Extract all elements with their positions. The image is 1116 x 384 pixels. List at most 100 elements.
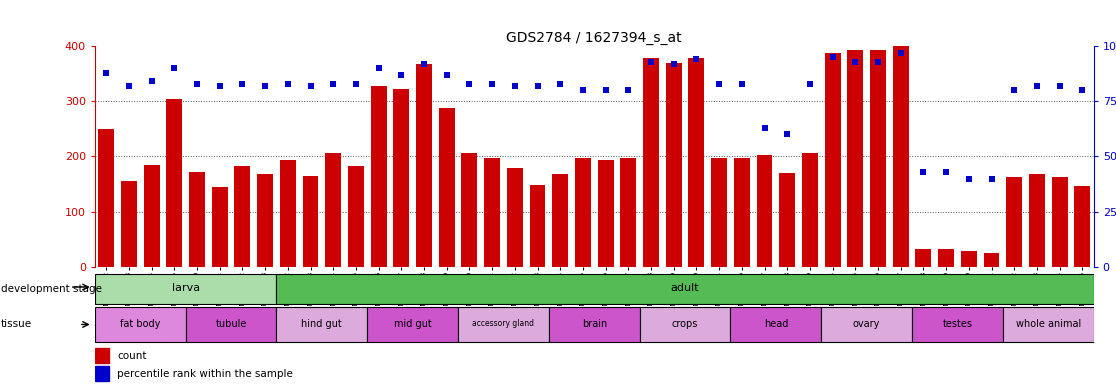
Bar — [598, 161, 614, 267]
Bar — [367, 307, 458, 342]
Point — [461, 81, 479, 87]
Point — [121, 83, 138, 89]
Title: GDS2784 / 1627394_s_at: GDS2784 / 1627394_s_at — [507, 31, 682, 45]
Point — [597, 87, 615, 93]
Point — [846, 58, 864, 65]
Bar — [643, 58, 658, 267]
Bar — [484, 158, 500, 267]
Text: crops: crops — [672, 319, 699, 329]
Bar — [95, 366, 109, 381]
Point — [97, 70, 115, 76]
Bar — [825, 53, 840, 267]
Bar — [870, 50, 886, 267]
Bar — [1029, 174, 1045, 267]
Bar — [1075, 186, 1090, 267]
Text: ovary: ovary — [853, 319, 881, 329]
Bar — [552, 174, 568, 267]
Bar — [711, 158, 727, 267]
Point — [393, 72, 411, 78]
Bar — [98, 129, 114, 267]
Point — [824, 54, 841, 60]
Point — [415, 61, 433, 67]
Text: accessory gland: accessory gland — [472, 319, 535, 328]
Bar — [302, 176, 318, 267]
Bar — [1007, 177, 1022, 267]
Point — [347, 81, 365, 87]
Point — [1074, 87, 1091, 93]
Point — [189, 81, 206, 87]
Bar — [95, 274, 277, 304]
Text: whole animal: whole animal — [1016, 319, 1081, 329]
Bar — [961, 252, 976, 267]
Bar — [144, 165, 160, 267]
Text: development stage: development stage — [1, 284, 103, 294]
Text: count: count — [117, 351, 146, 361]
Bar — [912, 307, 1003, 342]
Point — [710, 81, 728, 87]
Bar — [507, 167, 522, 267]
Text: larva: larva — [172, 283, 200, 293]
Point — [233, 81, 251, 87]
Point — [369, 65, 387, 71]
Bar — [439, 108, 454, 267]
Point — [143, 78, 161, 84]
Point — [506, 83, 523, 89]
Point — [325, 81, 343, 87]
Point — [165, 65, 183, 71]
Bar — [530, 185, 546, 267]
Bar — [189, 172, 205, 267]
Bar — [458, 307, 549, 342]
Bar — [348, 166, 364, 267]
Point — [801, 81, 819, 87]
Text: fat body: fat body — [121, 319, 161, 329]
Point — [619, 87, 637, 93]
Bar — [185, 307, 277, 342]
Bar — [620, 158, 636, 267]
Text: tissue: tissue — [1, 319, 32, 329]
Point — [665, 61, 683, 67]
Bar — [939, 249, 954, 267]
Bar — [277, 274, 1094, 304]
Bar — [1003, 307, 1094, 342]
Bar — [689, 58, 704, 267]
Bar — [639, 307, 731, 342]
Bar — [212, 187, 228, 267]
Text: percentile rank within the sample: percentile rank within the sample — [117, 369, 294, 379]
Point — [437, 72, 455, 78]
Bar — [325, 152, 341, 267]
Bar — [575, 158, 590, 267]
Text: tubule: tubule — [215, 319, 247, 329]
Bar — [779, 173, 796, 267]
Point — [551, 81, 569, 87]
Point — [1050, 83, 1068, 89]
Bar — [121, 181, 137, 267]
Point — [529, 83, 547, 89]
Text: brain: brain — [581, 319, 607, 329]
Point — [279, 81, 297, 87]
Point — [1006, 87, 1023, 93]
Point — [869, 58, 887, 65]
Text: mid gut: mid gut — [394, 319, 432, 329]
Bar — [95, 348, 109, 363]
Point — [778, 131, 796, 137]
Point — [937, 169, 955, 175]
Point — [733, 81, 751, 87]
Point — [574, 87, 591, 93]
Bar — [234, 166, 250, 267]
Bar — [847, 50, 864, 267]
Bar — [802, 152, 818, 267]
Text: adult: adult — [671, 283, 700, 293]
Bar — [1051, 177, 1068, 267]
Point — [642, 58, 660, 65]
Bar — [462, 152, 478, 267]
Point — [257, 83, 275, 89]
Bar — [757, 155, 772, 267]
Point — [756, 125, 773, 131]
Bar — [821, 307, 912, 342]
Text: testes: testes — [943, 319, 972, 329]
Point — [914, 169, 932, 175]
Bar — [416, 64, 432, 267]
Point — [1028, 83, 1046, 89]
Point — [301, 83, 319, 89]
Bar — [983, 253, 1000, 267]
